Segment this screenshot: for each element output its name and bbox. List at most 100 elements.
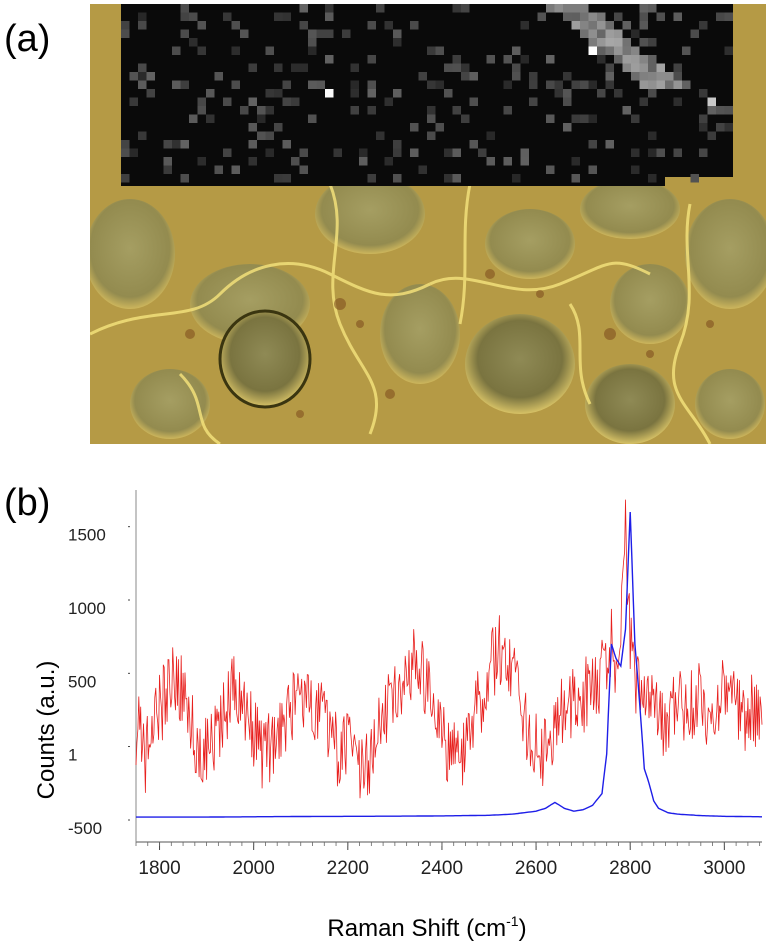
map-pixel	[163, 157, 172, 166]
map-pixel	[248, 97, 257, 106]
map-pixel	[180, 174, 189, 183]
map-pixel	[197, 157, 206, 166]
map-pixel	[223, 97, 232, 106]
map-pixel	[529, 72, 538, 81]
map-pixel	[546, 80, 555, 89]
map-pixel	[724, 106, 733, 115]
map-pixel	[265, 106, 274, 115]
map-pixel	[580, 80, 589, 89]
map-pixel	[707, 97, 716, 106]
map-pixel	[724, 12, 733, 21]
map-pixel	[138, 72, 147, 81]
map-pixel	[461, 4, 470, 13]
map-pixel	[648, 55, 657, 64]
map-pixel	[656, 72, 665, 81]
map-pixel	[308, 114, 317, 123]
map-pixel	[316, 29, 325, 38]
map-pixel	[121, 148, 130, 157]
map-pixel	[631, 148, 640, 157]
y-tick-label: 1500	[68, 526, 106, 545]
map-pixel	[325, 55, 334, 64]
map-pixel	[308, 29, 317, 38]
map-pixel	[265, 89, 274, 98]
map-pixel	[724, 123, 733, 132]
x-tick-label: 2400	[421, 858, 463, 879]
map-pixel	[435, 46, 444, 55]
y-axis-label: Counts (a.u.)	[33, 661, 60, 800]
map-pixel	[605, 80, 614, 89]
bright-cell-walls	[90, 183, 712, 444]
map-pixel	[503, 55, 512, 64]
map-pixel	[376, 131, 385, 140]
map-pixel	[189, 12, 198, 21]
map-pixel	[231, 46, 240, 55]
map-pixel	[597, 55, 606, 64]
x-tick-label: 2600	[515, 858, 557, 879]
map-pixel	[180, 80, 189, 89]
map-pixel	[189, 38, 198, 47]
map-pixel	[367, 55, 376, 64]
map-pixel	[690, 174, 699, 183]
map-pixel	[231, 21, 240, 30]
map-pixel	[724, 46, 733, 55]
map-pixel	[588, 46, 597, 55]
map-pixel	[588, 21, 597, 30]
map-pixel	[656, 80, 665, 89]
panel-label-b: (b)	[4, 482, 51, 524]
map-pixel	[529, 80, 538, 89]
map-pixel	[597, 46, 606, 55]
map-pixel	[639, 38, 648, 47]
map-pixel	[299, 21, 308, 30]
map-pixel	[639, 97, 648, 106]
map-pixel	[648, 148, 657, 157]
map-pixel	[129, 97, 138, 106]
map-pixel	[435, 80, 444, 89]
map-pixel	[520, 55, 529, 64]
y-tick-label: 1000	[68, 599, 106, 618]
map-pixel	[427, 114, 436, 123]
map-pixel	[206, 114, 215, 123]
map-pixel	[648, 72, 657, 81]
map-pixel	[580, 12, 589, 21]
map-pixel	[605, 46, 614, 55]
map-pixel	[597, 21, 606, 30]
map-pixel	[274, 123, 283, 132]
x-axis-label: Raman Shift (cm-1)	[327, 913, 526, 942]
map-pixel	[240, 106, 249, 115]
map-pixel	[180, 12, 189, 21]
map-pixel	[214, 165, 223, 174]
x-tick-label: 2200	[327, 858, 369, 879]
map-pixel	[673, 148, 682, 157]
map-pixel	[631, 46, 640, 55]
map-pixel	[172, 46, 181, 55]
map-pixel	[571, 21, 580, 30]
map-pixel	[563, 97, 572, 106]
map-pixel	[299, 63, 308, 72]
map-pixel	[206, 89, 215, 98]
map-pixel	[282, 80, 291, 89]
map-pixel	[716, 106, 725, 115]
map-pixel	[588, 114, 597, 123]
map-pixel	[359, 148, 368, 157]
map-pixel	[605, 21, 614, 30]
map-pixel	[699, 123, 708, 132]
map-pixel	[427, 131, 436, 140]
map-pixel	[452, 174, 461, 183]
raman-map-pixels	[121, 4, 733, 183]
map-pixel	[546, 165, 555, 174]
map-pixel	[257, 131, 266, 140]
map-pixel	[512, 63, 521, 72]
map-pixel	[444, 174, 453, 183]
map-pixel	[163, 140, 172, 149]
chart-series	[135, 499, 763, 818]
map-pixel	[180, 140, 189, 149]
map-pixel	[503, 106, 512, 115]
map-pixel	[563, 4, 572, 13]
map-pixel	[376, 4, 385, 13]
map-pixel	[546, 114, 555, 123]
map-pixel	[512, 46, 521, 55]
map-pixel	[180, 29, 189, 38]
map-pixel	[622, 55, 631, 64]
map-pixel	[350, 80, 359, 89]
map-pixel	[316, 80, 325, 89]
